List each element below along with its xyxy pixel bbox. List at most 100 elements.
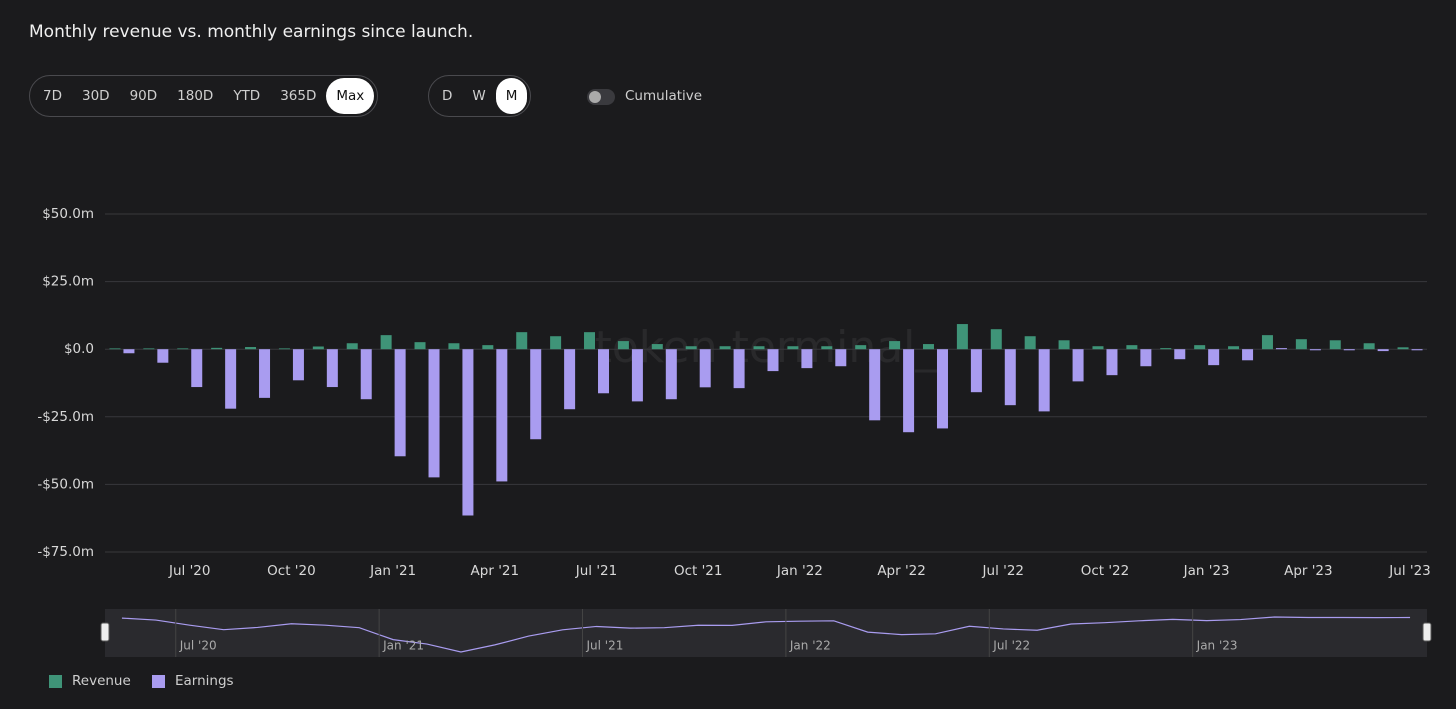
x-tick-label: Jan '22	[776, 563, 823, 579]
bar	[292, 349, 304, 381]
bar	[1174, 349, 1186, 360]
range-button[interactable]: 90D	[129, 88, 158, 104]
bar	[1140, 349, 1152, 367]
bar	[903, 349, 915, 433]
bar	[1106, 349, 1118, 376]
x-tick-label: Jan '21	[369, 563, 416, 579]
range-button[interactable]: 7D	[43, 88, 62, 104]
bar	[177, 348, 189, 350]
bar	[462, 349, 474, 516]
bar	[1295, 339, 1307, 350]
bar	[1329, 340, 1341, 350]
navigator-handle[interactable]	[1422, 622, 1432, 642]
bar	[617, 341, 629, 350]
bar	[245, 347, 257, 350]
x-tick-label: Apr '22	[877, 563, 926, 579]
bar	[1242, 349, 1254, 361]
toggle-knob	[589, 91, 601, 103]
y-tick-label: $0.0	[64, 341, 94, 357]
y-tick-label: -$50.0m	[37, 476, 94, 492]
bar	[936, 349, 948, 429]
legend-item[interactable]: Earnings	[152, 673, 234, 689]
bar	[550, 336, 562, 350]
bar	[1411, 349, 1423, 351]
bar	[259, 349, 271, 398]
legend-item[interactable]: Revenue	[49, 673, 131, 689]
bar	[1343, 349, 1355, 351]
legend-label: Earnings	[175, 673, 234, 689]
bar	[1038, 349, 1050, 412]
bar	[821, 346, 833, 350]
y-tick-label: $50.0m	[42, 206, 94, 222]
x-tick-label: Jul '20	[168, 563, 210, 579]
navigator-label: Jan '22	[789, 639, 831, 653]
bar	[1208, 349, 1220, 366]
x-tick-label: Jan '23	[1183, 563, 1230, 579]
navigator-label: Jul '22	[992, 639, 1030, 653]
watermark: token terminal_	[595, 322, 939, 373]
bar	[157, 349, 169, 363]
x-tick-label: Jul '22	[982, 563, 1024, 579]
y-tick-label: $25.0m	[42, 274, 94, 290]
cumulative-toggle[interactable]	[587, 89, 615, 105]
x-tick-label: Oct '22	[1081, 563, 1130, 579]
bar	[1092, 346, 1104, 350]
bar	[496, 349, 508, 482]
x-tick-label: Apr '21	[471, 563, 520, 579]
x-tick-label: Oct '21	[674, 563, 723, 579]
bar	[123, 349, 135, 354]
interval-button[interactable]: M	[495, 78, 528, 114]
bar	[753, 346, 765, 350]
range-button[interactable]: YTD	[233, 88, 261, 104]
bar	[448, 343, 460, 350]
bar	[855, 345, 867, 350]
bar	[956, 324, 968, 350]
x-tick-label: Apr '23	[1284, 563, 1333, 579]
bar	[211, 347, 223, 350]
bar	[564, 349, 576, 410]
range-button[interactable]: 180D	[177, 88, 214, 104]
bar	[346, 343, 358, 350]
bar	[1072, 349, 1084, 382]
bar	[109, 348, 121, 350]
x-tick-label: Jul '23	[1388, 563, 1430, 579]
bar	[835, 349, 847, 367]
interval-button[interactable]: W	[472, 88, 486, 104]
bar	[665, 349, 677, 400]
x-tick-label: Oct '20	[267, 563, 316, 579]
bar	[278, 348, 290, 350]
y-tick-label: -$25.0m	[37, 409, 94, 425]
range-button[interactable]: Max	[326, 78, 375, 114]
bar	[1309, 349, 1321, 351]
bar	[767, 349, 779, 372]
interval-button[interactable]: D	[442, 88, 453, 104]
navigator-label: Jan '23	[1196, 639, 1238, 653]
bar	[787, 346, 799, 350]
bar	[1194, 345, 1206, 350]
bar	[516, 332, 528, 350]
range-group: 7D 30D 90D 180D YTD 365D Max	[29, 75, 379, 117]
bar	[889, 341, 901, 350]
legend-swatch	[49, 674, 62, 688]
bar	[414, 342, 426, 350]
bar	[651, 344, 663, 350]
bar	[1024, 336, 1036, 350]
bar	[225, 349, 237, 409]
bar	[990, 329, 1002, 350]
navigator-handle[interactable]	[100, 622, 110, 642]
bar	[801, 349, 813, 369]
title: Monthly revenue vs. monthly earnings sin…	[29, 22, 474, 42]
range-button[interactable]: 365D	[280, 88, 317, 104]
legend-label: Revenue	[72, 673, 131, 689]
bar	[191, 349, 203, 388]
bar	[970, 349, 982, 393]
bar	[380, 335, 392, 350]
toggle-label: Cumulative	[625, 88, 703, 104]
range-button[interactable]: 30D	[81, 88, 110, 104]
bar	[699, 349, 711, 388]
navigator-label: Jul '21	[586, 639, 624, 653]
bar	[869, 349, 881, 421]
bar	[326, 349, 338, 388]
